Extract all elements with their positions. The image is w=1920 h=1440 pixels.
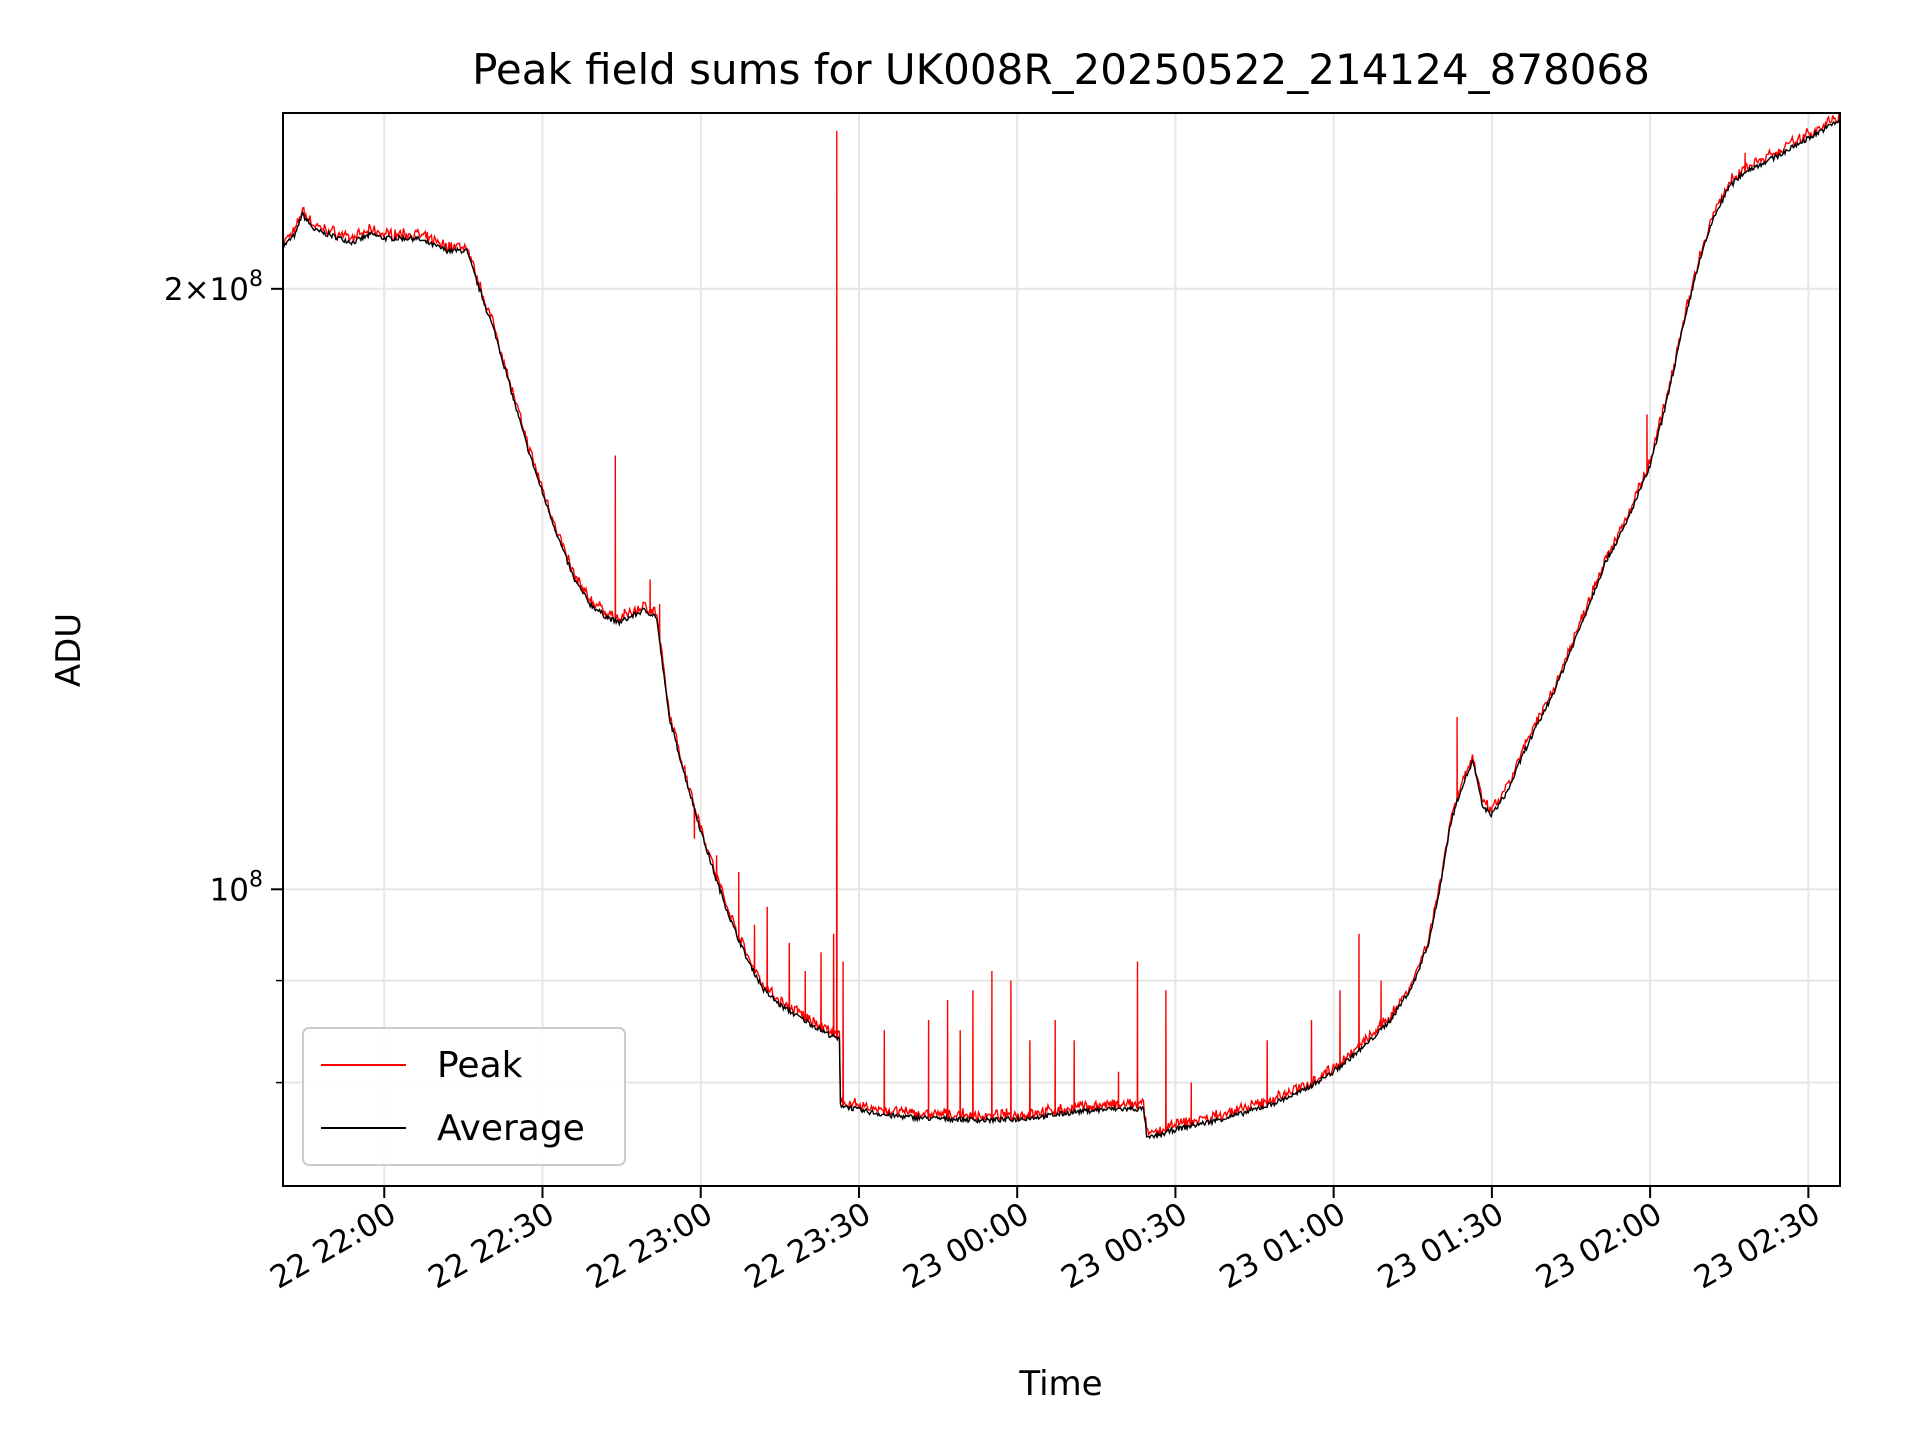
series-peak-line — [282, 112, 1841, 1137]
x-axis-label: Time — [1018, 1364, 1102, 1404]
series-layer — [282, 112, 1841, 1140]
legend-average-label: Average — [437, 1108, 585, 1149]
y-axis-label: ADU — [49, 613, 89, 687]
y-tick-base: 10 — [210, 272, 249, 308]
y-tick-exponent: 8 — [249, 867, 263, 892]
legend-peak-label: Peak — [437, 1045, 523, 1086]
y-tick-label: 108 — [210, 867, 263, 908]
y-tick-exponent: 8 — [249, 267, 263, 292]
y-tick-multiplier: 2 — [164, 272, 184, 308]
y-tick-times: × — [184, 272, 210, 308]
series-average-line — [282, 119, 1841, 1140]
legend: Peak Average — [302, 1027, 626, 1166]
y-tick-label: 2×108 — [164, 267, 263, 308]
y-tick-base: 10 — [210, 872, 249, 908]
chart-title: Peak field sums for UK008R_20250522_2141… — [472, 45, 1650, 94]
grid — [283, 113, 1840, 1186]
legend-box — [302, 1027, 626, 1166]
plot-frame — [282, 112, 1841, 1187]
